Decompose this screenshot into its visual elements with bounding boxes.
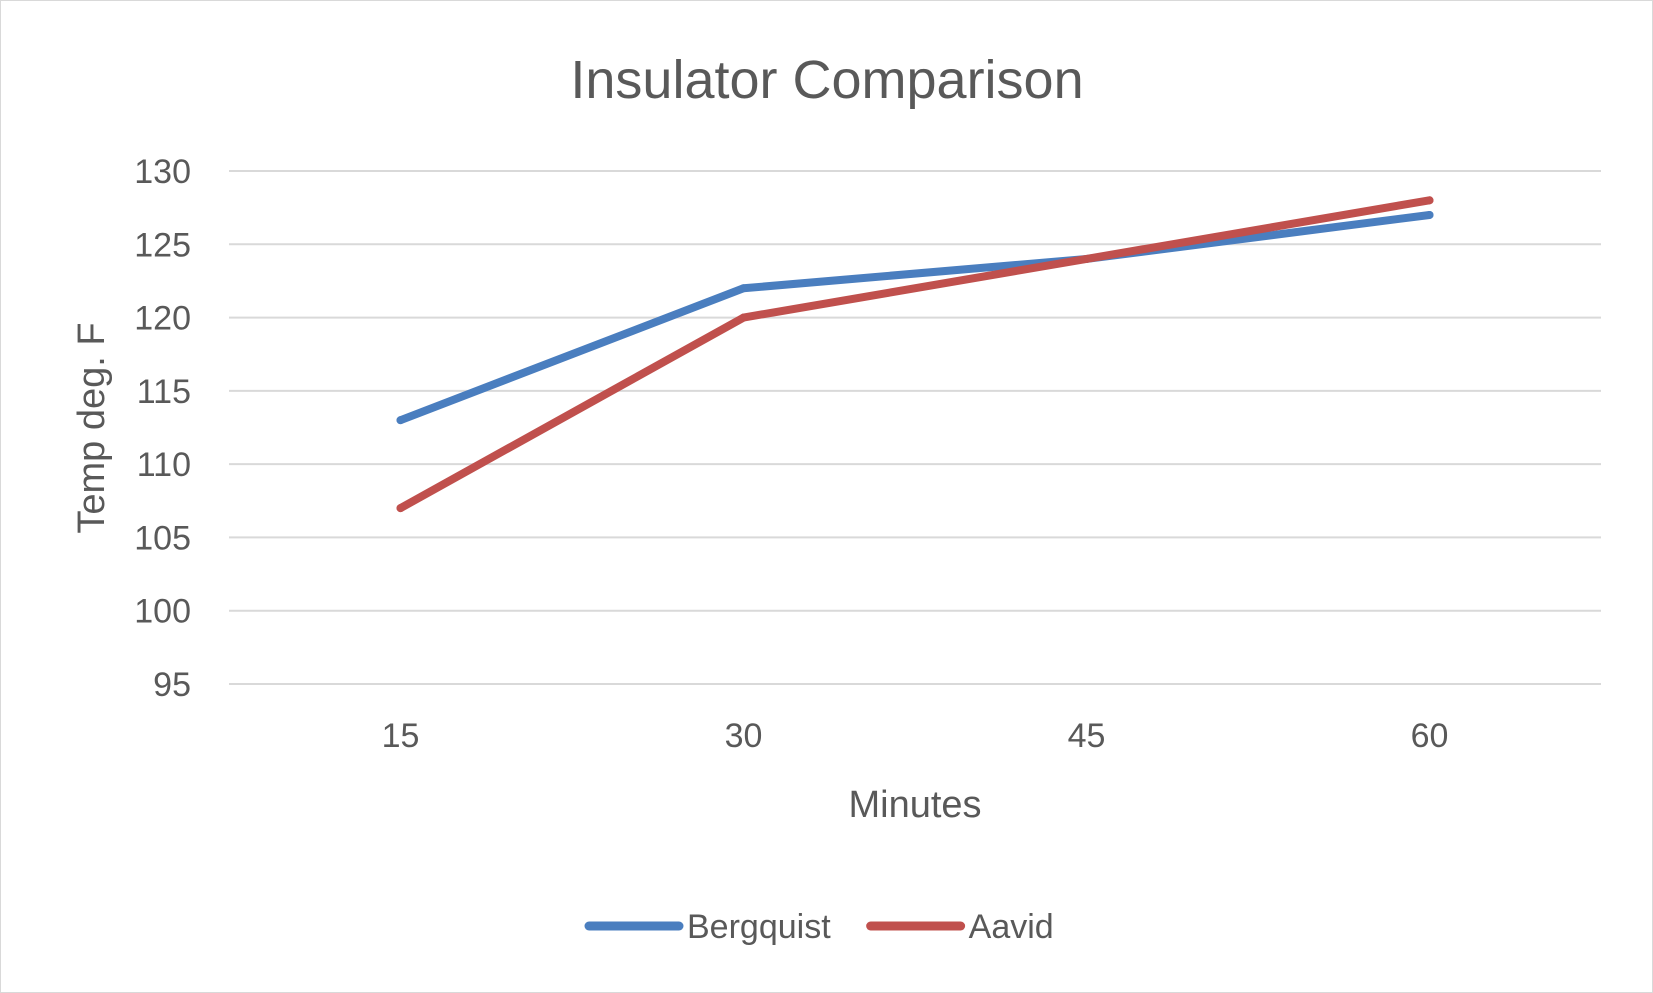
data-point-bergquist — [739, 284, 748, 293]
legend-item-bergquist: Bergquist — [584, 908, 831, 946]
x-tick-label: 15 — [382, 717, 420, 755]
y-tick-label: 120 — [134, 300, 191, 338]
y-tick-label: 100 — [134, 593, 191, 631]
data-point-bergquist — [396, 416, 405, 425]
series-lines — [396, 196, 1434, 513]
data-point-aavid — [396, 504, 405, 513]
legend-item-aavid: Aavid — [866, 908, 1054, 946]
data-point-aavid — [1425, 196, 1434, 205]
data-point-aavid — [739, 313, 748, 322]
x-tick-label: 30 — [725, 717, 763, 755]
y-axis-title: Temp deg. F — [71, 322, 113, 533]
data-point-aavid — [1082, 254, 1091, 263]
series-line-bergquist — [396, 210, 1434, 425]
chart-title: Insulator Comparison — [570, 50, 1083, 110]
x-tick-label: 60 — [1411, 717, 1449, 755]
legend: Bergquist Aavid — [584, 908, 1054, 946]
y-tick-label: 130 — [134, 153, 191, 191]
y-tick-label: 125 — [134, 226, 191, 264]
gridlines — [229, 170, 1601, 685]
x-axis-ticks: 15 30 45 60 — [382, 717, 1449, 755]
x-tick-label: 45 — [1068, 717, 1106, 755]
y-tick-label: 105 — [134, 519, 191, 557]
series-line-aavid — [396, 196, 1434, 513]
legend-label: Bergquist — [687, 908, 831, 946]
y-axis-ticks: 95 100 105 110 115 120 125 130 — [134, 153, 191, 704]
x-axis-title: Minutes — [848, 784, 981, 826]
data-point-bergquist — [1425, 210, 1434, 219]
y-tick-label: 95 — [153, 666, 191, 704]
legend-label: Aavid — [969, 908, 1054, 946]
y-tick-label: 110 — [137, 446, 191, 484]
y-tick-label: 115 — [137, 373, 191, 411]
